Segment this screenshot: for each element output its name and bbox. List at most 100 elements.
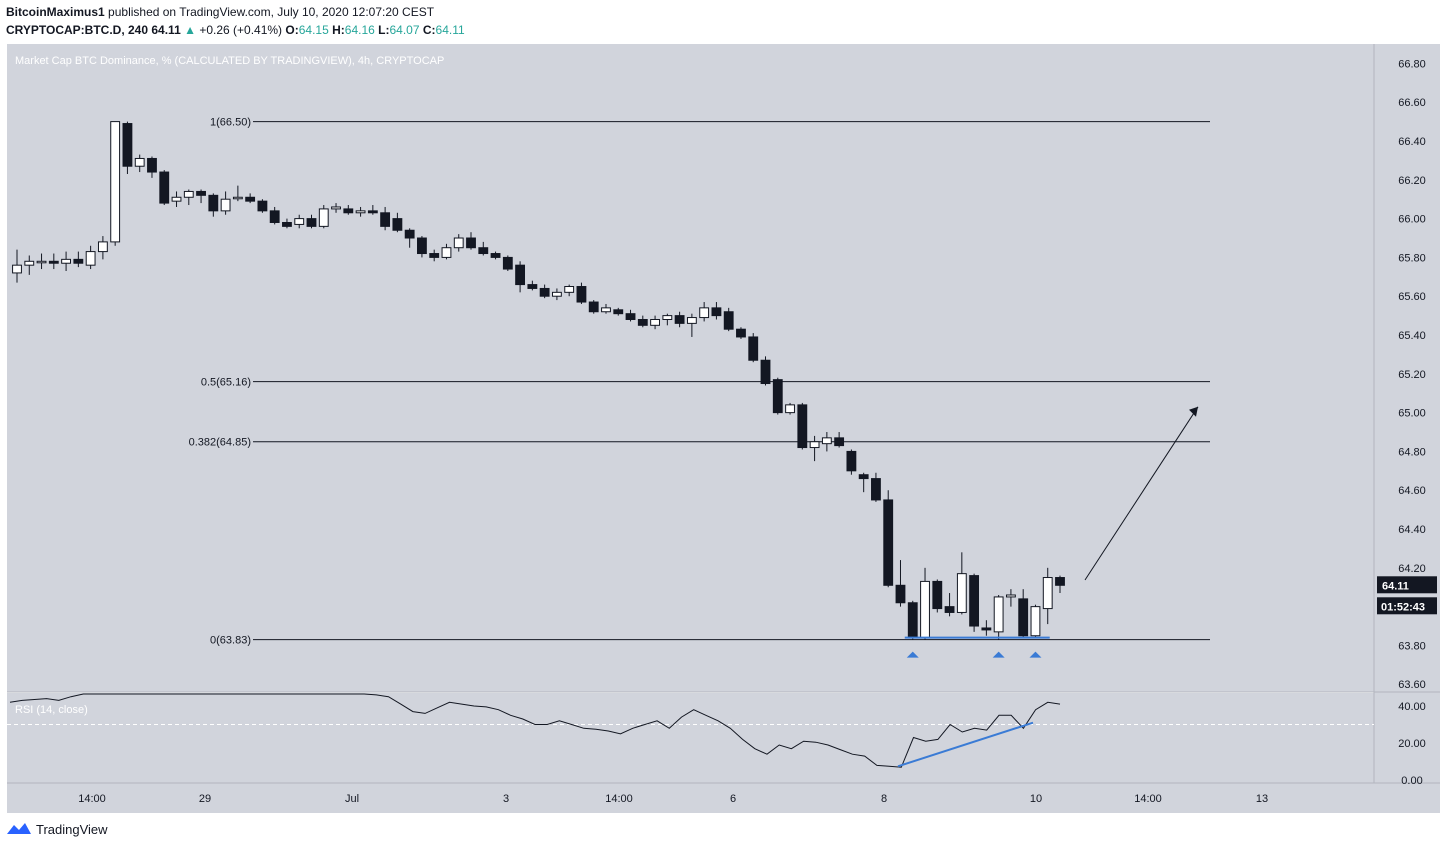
candle-body (907, 602, 918, 639)
candle-body (785, 404, 795, 414)
y-tick-label: 66.40 (1398, 136, 1426, 148)
candle-body (748, 336, 759, 361)
candle-body (48, 260, 59, 264)
candle-body (453, 237, 464, 249)
candle-body (61, 258, 71, 264)
y-tick-label: 64.80 (1398, 446, 1426, 458)
open-label: O: (285, 23, 299, 37)
x-tick-label: 3 (503, 793, 509, 805)
candle-body (527, 284, 538, 289)
last-price-badge (1377, 576, 1437, 594)
candle-body (981, 627, 992, 631)
rsi-y-tick-label: 0.00 (1401, 775, 1422, 787)
rsi-y-tick-label: 40.00 (1398, 701, 1426, 713)
x-tick-label: 6 (730, 793, 736, 805)
candle-body (257, 200, 268, 212)
countdown-badge (1377, 597, 1437, 615)
candle-body (1055, 577, 1065, 586)
candle-body (956, 573, 967, 613)
candle-body (858, 474, 869, 480)
candle-body (220, 198, 231, 212)
chart-title: Market Cap BTC Dominance, % (CALCULATED … (15, 55, 444, 67)
y-tick-label: 64.40 (1398, 524, 1426, 536)
candle-body (662, 315, 673, 320)
candle-body (36, 260, 47, 264)
close-label: C: (422, 23, 436, 37)
candle-body (392, 218, 403, 231)
candle-body (380, 212, 391, 227)
candle-body (331, 206, 341, 210)
x-tick-label: Jul (345, 793, 359, 805)
candle-body (282, 221, 292, 227)
candle-body (429, 253, 440, 258)
brand-name[interactable]: TradingView (36, 821, 108, 837)
candle-body (576, 286, 587, 303)
y-tick-label: 65.40 (1398, 330, 1426, 342)
arrow-head-icon (1189, 406, 1198, 417)
candle-body (625, 313, 636, 320)
candle-body (772, 379, 783, 414)
candle-body (1042, 577, 1053, 610)
rsi-divergence-line (897, 721, 1034, 768)
candle-body (920, 580, 930, 639)
x-tick-label: 14:00 (1134, 793, 1162, 805)
tradingview-logo-icon[interactable] (6, 821, 32, 837)
candle-body (490, 253, 501, 258)
low-value: 64.07 (389, 23, 420, 37)
candle-body (466, 237, 476, 249)
candle-body (343, 208, 354, 214)
y-tick-label: 64.60 (1398, 485, 1426, 497)
x-tick-label: 14:00 (78, 793, 106, 805)
up-arrow-icon: ▲ (184, 23, 196, 37)
rsi-pane (7, 693, 1374, 783)
candle-body (711, 307, 722, 317)
candle-body (588, 301, 599, 313)
ohlc-legend: CRYPTOCAP:BTC.D, 240 64.11 ▲ +0.26 (+0.4… (6, 23, 465, 37)
projection-arrow-line (1084, 406, 1199, 581)
candle-body (147, 157, 157, 173)
time-scale (7, 783, 1440, 813)
candle-body (686, 317, 697, 324)
candle-body (1018, 598, 1029, 637)
candle-body (674, 315, 685, 324)
y-tick-label: 64.20 (1398, 563, 1426, 575)
candle-body (502, 256, 513, 270)
fib-level-label: 0.382(64.85) (189, 437, 251, 449)
low-label: L: (378, 23, 390, 37)
candle-body (846, 450, 857, 472)
candle-body (809, 441, 820, 449)
candle-body (650, 318, 660, 326)
candle-body (306, 218, 317, 227)
candle-body (294, 218, 305, 225)
candle-body (24, 260, 35, 266)
candle-body (367, 210, 378, 214)
candle-body (1030, 606, 1041, 637)
candle-body (944, 606, 955, 613)
candle-body (699, 307, 710, 319)
candle-body (932, 580, 943, 610)
higher-low-marker-icon (906, 651, 919, 658)
candle-body (355, 210, 366, 214)
y-tick-label: 66.00 (1398, 214, 1426, 226)
candle-body (515, 264, 526, 286)
y-tick-label: 65.80 (1398, 252, 1426, 264)
candle-body (318, 208, 329, 227)
y-tick-label: 63.80 (1398, 640, 1426, 652)
last-price-badge-label: 64.11 (1382, 580, 1409, 592)
high-value: 64.16 (344, 23, 375, 37)
candle-body (134, 157, 145, 167)
footer: TradingView (6, 821, 108, 837)
countdown-label: 01:52:43 (1381, 601, 1425, 613)
rsi-title: RSI (14, close) (15, 704, 88, 716)
candle-body (417, 237, 427, 255)
candle-body (85, 251, 96, 266)
y-tick-label: 66.20 (1398, 175, 1426, 187)
high-label: H: (332, 23, 345, 37)
candle-body (834, 437, 845, 447)
open-value: 64.15 (298, 23, 329, 37)
publish-text: published on TradingView.com, July 10, 2… (108, 5, 435, 19)
candle-body (760, 359, 771, 385)
price-pane (7, 44, 1374, 692)
author-name[interactable]: BitcoinMaximus1 (6, 5, 105, 19)
